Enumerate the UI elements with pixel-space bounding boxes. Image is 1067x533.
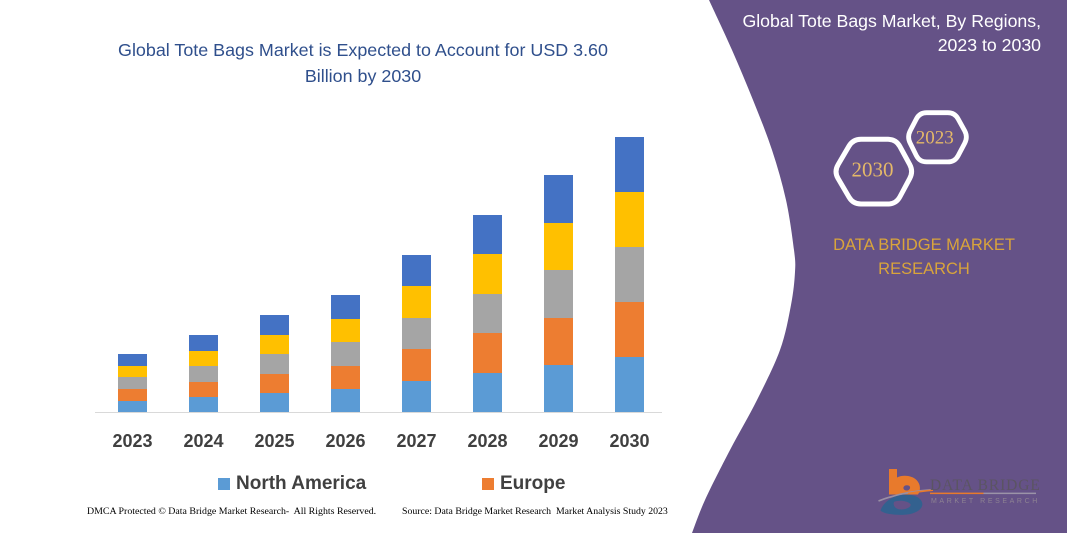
svg-text:2030: 2030 (852, 158, 894, 182)
svg-text:MARKET RESEARCH: MARKET RESEARCH (931, 498, 1040, 505)
svg-text:DATA BRIDGE: DATA BRIDGE (930, 477, 1041, 494)
svg-text:2023: 2023 (916, 128, 954, 149)
